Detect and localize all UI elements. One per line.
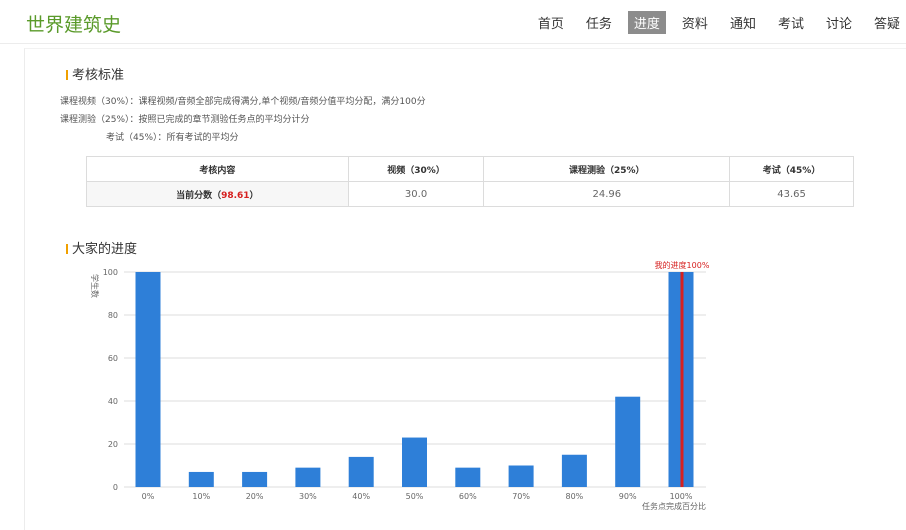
x-tick-label: 0% [142,492,155,501]
x-tick-label: 20% [246,492,264,501]
quiz-score: 24.96 [483,181,731,207]
current-score-cell: 当前分数（98.61） [86,181,349,207]
bar [348,456,374,487]
current-total-score: 98.61 [221,190,250,201]
bar [508,465,534,487]
col-quiz: 课程测验（25%） [483,156,731,182]
nav-exams[interactable]: 考试 [777,16,804,32]
bar [615,396,641,487]
y-tick-label: 100 [103,268,118,277]
score-table-row: 当前分数（98.61） 30.0 24.96 43.65 [86,181,854,207]
section-marker [66,70,68,80]
y-tick-label: 40 [108,397,118,406]
col-content: 考核内容 [86,156,349,182]
nav-home[interactable]: 首页 [537,16,564,32]
exam-score: 43.65 [729,181,854,207]
x-tick-label: 30% [299,492,317,501]
nav-discussion[interactable]: 讨论 [825,16,852,32]
bar [242,471,268,487]
nav-materials[interactable]: 资料 [681,16,708,32]
bar [561,454,587,487]
nav-tasks[interactable]: 任务 [585,16,612,32]
criteria-video: 课程视频（30%）：课程视频/音频全部完成得满分,单个视频/音频分值平均分配，满… [60,97,426,107]
nav-progress[interactable]: 进度 [627,10,666,34]
x-tick-label: 80% [566,492,584,501]
x-tick-label: 40% [352,492,370,501]
criteria-quiz: 课程测验（25%）：按照已完成的章节测验任务点的平均分计分 [60,115,310,125]
nav-notices[interactable]: 通知 [729,16,756,32]
course-title: 世界建筑史 [26,14,122,36]
main-nav: 首页 任务 进度 资料 通知 考试 讨论 答疑 [522,0,906,44]
bar [455,467,481,487]
bar [135,272,161,487]
y-tick-label: 60 [108,354,118,363]
x-tick-label: 90% [619,492,637,501]
x-axis-label: 任务点完成百分比 [642,501,706,511]
criteria-exam: 考试（45%）：所有考试的平均分 [106,133,239,143]
bar [402,437,427,487]
y-tick-label: 20 [108,440,118,449]
x-tick-label: 10% [192,492,210,501]
section-marker [66,244,68,254]
y-tick-label: 80 [108,311,118,320]
assessment-section-title: 考核标准 [66,64,124,83]
content-area [24,48,906,530]
x-tick-label: 60% [459,492,477,501]
col-video: 视频（30%） [347,156,485,182]
video-score: 30.0 [347,181,485,207]
bar [188,471,214,487]
top-bar: 世界建筑史 首页 任务 进度 资料 通知 考试 讨论 答疑 [0,0,906,44]
x-tick-label: 100% [670,492,693,501]
bar [295,467,321,487]
my-progress-label: 我的进度100% [655,260,710,270]
progress-section-title: 大家的进度 [66,238,137,257]
nav-qa[interactable]: 答疑 [873,16,900,32]
x-tick-label: 70% [512,492,530,501]
y-axis-label: 学生数 [90,274,100,298]
score-table-header-row: 考核内容 视频（30%） 课程测验（25%） 考试（45%） [86,156,854,182]
x-tick-label: 50% [406,492,424,501]
score-table: 考核内容 视频（30%） 课程测验（25%） 考试（45%） 当前分数（98.6… [86,156,854,207]
col-exam: 考试（45%） [729,156,854,182]
y-tick-label: 0 [113,483,118,492]
